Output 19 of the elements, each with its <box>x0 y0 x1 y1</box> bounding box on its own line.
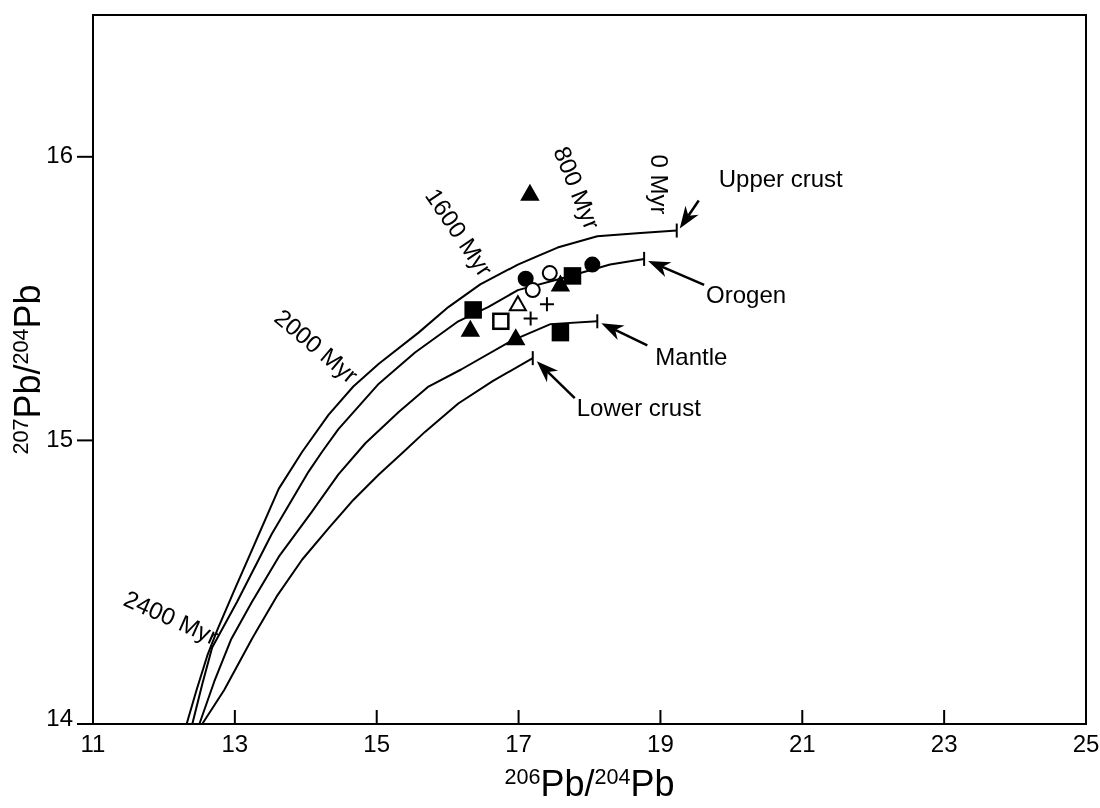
x-tick-label: 25 <box>1072 730 1100 757</box>
x-tick-label: 15 <box>363 730 391 757</box>
annotation: Mantle <box>655 343 728 371</box>
annotation: 800 Myr <box>548 142 606 233</box>
x-tick-label: 11 <box>80 730 106 757</box>
annotation: 2400 Myr <box>120 584 223 650</box>
y-tick-label: 14 <box>46 704 73 732</box>
x-tick-label: 23 <box>930 730 958 757</box>
annotation: Orogen <box>706 280 787 308</box>
x-tick-label: 17 <box>505 730 532 757</box>
x-tick-label: 19 <box>647 730 674 757</box>
y-tick-label: 15 <box>46 424 73 452</box>
annotation: Lower crust <box>576 394 702 422</box>
x-tick-label: 21 <box>788 730 816 757</box>
x-axis-title: $^{206}$Pb/$^{204}$Pb <box>504 763 675 804</box>
annotation: Upper crust <box>718 164 844 192</box>
y-tick-label: 16 <box>46 141 73 169</box>
annotation: 0 Myr <box>645 154 673 215</box>
x-tick-label: 13 <box>221 730 249 757</box>
